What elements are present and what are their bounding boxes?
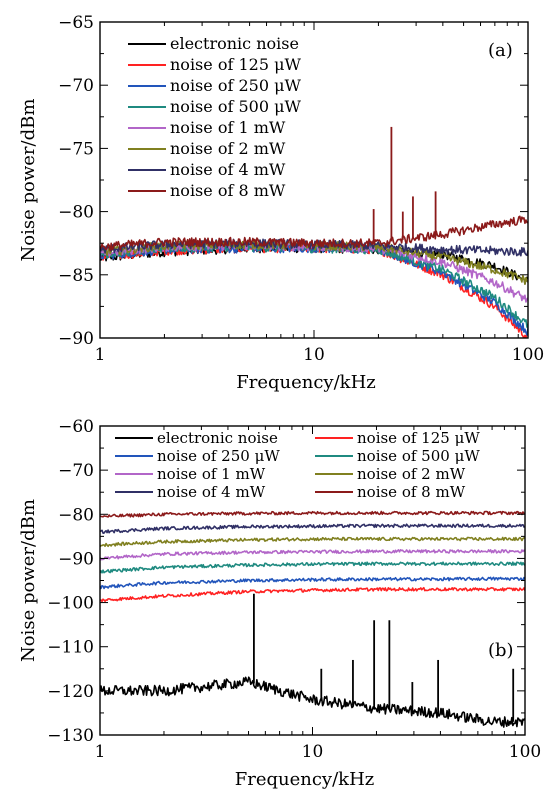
legend: electronic noise noise of 125 μW noise of …: [128, 34, 301, 200]
legend-label-1: noise of 125 μW: [170, 55, 301, 74]
y-tick-label: −75: [58, 139, 94, 159]
legend-label-6: noise of 4 mW: [157, 483, 266, 501]
series-line-5: [100, 536, 525, 548]
legend-label-1: noise of 125 μW: [357, 429, 480, 447]
series-line-3: [100, 241, 528, 328]
legend-label-4: noise of 1 mW: [170, 118, 286, 137]
legend-label-5: noise of 2 mW: [357, 465, 466, 483]
series-line-4: [100, 549, 525, 561]
panel-b: 1 10 100 −130 −120 −110 −100 −90 −80 −70 −60 Freque…: [18, 417, 541, 790]
x-tick-label: 100: [509, 742, 541, 762]
series-line-6: [100, 238, 528, 257]
y-tick-label: −130: [47, 726, 94, 746]
legend-label-0: electronic noise: [157, 429, 278, 447]
legend-label-7: noise of 8 mW: [357, 483, 466, 501]
panel-label: (b): [488, 640, 514, 661]
legend-label-6: noise of 4 mW: [170, 160, 286, 179]
y-tick-label: −110: [47, 638, 94, 658]
x-axis-label: Frequency/kHz: [235, 769, 375, 790]
series-line-1: [100, 586, 525, 603]
y-tick-label: −70: [58, 76, 94, 96]
y-tick-label: −65: [58, 13, 94, 33]
x-axis: 1 10 100: [95, 426, 541, 762]
y-tick-label: −85: [58, 266, 94, 286]
panel-a: 1 10 100 −90 −85 −80 −75 −70 −65 Frequency/kHz Noi…: [18, 13, 544, 393]
legend-label-7: noise of 8 mW: [170, 181, 286, 200]
y-tick-label: −60: [58, 417, 94, 437]
y-tick-label: −100: [47, 594, 94, 614]
x-tick-label: 100: [512, 345, 544, 365]
series-line-7: [100, 510, 525, 518]
plot-area: [100, 126, 528, 338]
y-tick-label: −90: [58, 549, 94, 569]
y-axis: −90 −85 −80 −75 −70 −65: [58, 13, 528, 349]
panel-label: (a): [488, 40, 513, 61]
legend-label-2: noise of 250 μW: [157, 447, 280, 465]
legend-label-5: noise of 2 mW: [170, 139, 286, 158]
series-line-2: [100, 576, 525, 590]
y-axis-label: Noise power/dBm: [18, 99, 39, 262]
legend-label-0: electronic noise: [170, 34, 299, 53]
legend-label-3: noise of 500 μW: [357, 447, 480, 465]
y-tick-label: −80: [58, 203, 94, 223]
y-tick-label: −80: [58, 505, 94, 525]
y-tick-label: −70: [58, 461, 94, 481]
x-tick-label: 10: [303, 345, 325, 365]
x-tick-label: 10: [302, 742, 324, 762]
legend-label-2: noise of 250 μW: [170, 76, 301, 95]
series-line-7: [100, 215, 528, 252]
series-line-0: [100, 676, 525, 728]
legend-label-3: noise of 500 μW: [170, 97, 301, 116]
y-tick-label: −120: [47, 682, 94, 702]
x-axis-label: Frequency/kHz: [236, 372, 376, 393]
y-axis: −130 −120 −110 −100 −90 −80 −70 −60: [47, 417, 525, 746]
y-axis-label: Noise power/dBm: [18, 499, 39, 662]
legend-label-4: noise of 1 mW: [157, 465, 266, 483]
x-tick-label: 1: [95, 345, 106, 365]
x-tick-label: 1: [95, 742, 106, 762]
y-tick-label: −90: [58, 329, 94, 349]
series-line-3: [100, 561, 525, 574]
plot-area: [100, 510, 525, 728]
x-axis: 1 10 100: [95, 22, 544, 365]
series-line-6: [100, 523, 525, 534]
